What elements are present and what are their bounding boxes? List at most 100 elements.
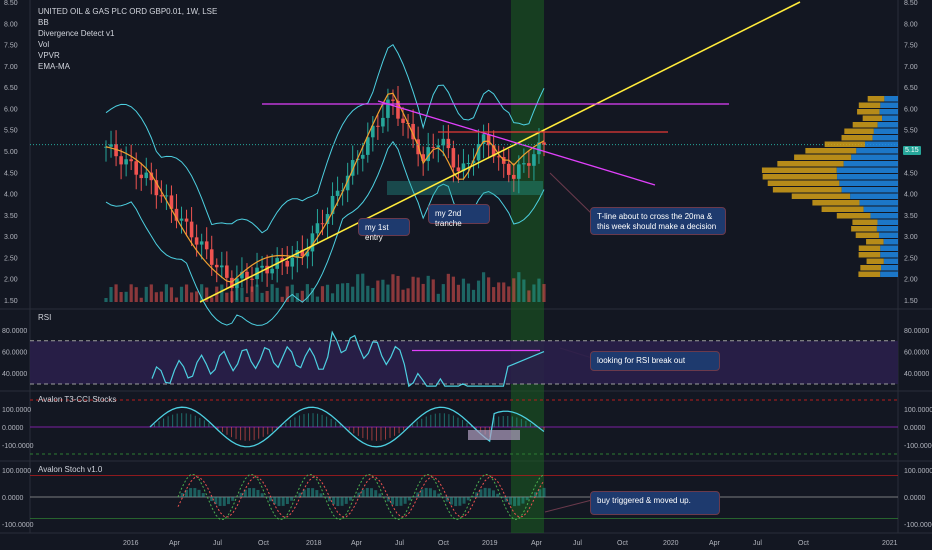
candle-body (144, 172, 149, 179)
volume-bar (356, 274, 360, 302)
price-axis-label-left: 3.50 (4, 213, 18, 220)
indicator-vpvr[interactable]: VPVR (38, 51, 60, 60)
rsi-axis-label-left: 80.0000 (2, 328, 27, 335)
candle-body (411, 123, 415, 140)
stoch-area-bar (285, 497, 289, 504)
candle-body (350, 160, 355, 176)
price-axis-label-right: 3.50 (904, 213, 918, 220)
volume-bar (104, 298, 108, 302)
rsi-pane-title[interactable]: RSI (38, 313, 52, 322)
volume-bar (250, 286, 254, 302)
vpvr-bar-up (767, 180, 840, 186)
candle-body (174, 208, 179, 221)
stoch-area-bar (416, 492, 420, 497)
stoch-area-bar (521, 497, 525, 504)
note-buy-triggered[interactable]: buy triggered & moved up. (590, 491, 720, 515)
candle-body (164, 195, 169, 197)
stoch-area-bar (306, 487, 310, 497)
volume-bar (154, 292, 158, 302)
volume-bar (245, 297, 249, 302)
current-price-tag: 5.15 (903, 146, 921, 155)
stoch-area-bar (466, 497, 470, 501)
note-first-entry[interactable]: my 1st entry (358, 218, 410, 242)
cci-axis-label-right: 0.0000 (904, 425, 926, 432)
volume-bar (456, 284, 461, 302)
price-axis-label-right: 4.00 (904, 192, 918, 199)
price-axis-label-right: 7.00 (904, 64, 918, 71)
price-axis-label-left: 4.50 (4, 170, 18, 177)
vpvr-bar-down (880, 245, 898, 251)
indicator-bb[interactable]: BB (38, 18, 49, 27)
volume-bar (129, 284, 133, 302)
candle-body (330, 195, 335, 215)
price-axis-label-left: 7.00 (4, 64, 18, 71)
rsi-axis-label-right: 40.0000 (904, 371, 929, 378)
volume-bar (114, 284, 118, 302)
indicator-divergence[interactable]: Divergence Detect v1 (38, 29, 115, 38)
price-axis-label-right: 6.00 (904, 106, 918, 113)
price-axis-label-left: 5.00 (4, 149, 18, 156)
indicator-vol[interactable]: Vol (38, 40, 50, 49)
volume-bar (139, 297, 143, 302)
volume-bar (361, 273, 365, 302)
volume-bar (346, 283, 350, 302)
symbol-title[interactable]: UNITED OIL & GAS PLC ORD GBP0.01, 1W, LS… (38, 7, 218, 16)
cci-axis-label-left: 100.0000 (2, 407, 31, 414)
volume-bar (492, 287, 496, 302)
volume-bar (411, 276, 415, 302)
time-axis-label: Oct (617, 540, 628, 547)
note-tline[interactable]: T-line about to cross the 20ma & this we… (590, 207, 726, 235)
stoch-pane-title[interactable]: Avalon Stoch v1.0 (38, 465, 103, 474)
time-axis-label: Apr (351, 540, 363, 547)
time-axis-label: 2016 (123, 540, 139, 547)
vpvr-bar-down (841, 187, 898, 193)
vpvr-bar-up (836, 213, 871, 219)
volume-bar (144, 286, 148, 302)
vpvr-bar-up (858, 271, 881, 277)
candle-body (315, 223, 320, 234)
volume-bar (265, 290, 269, 302)
candle-body (280, 258, 285, 261)
volume-bar (174, 297, 179, 302)
bollinger-upper (105, 43, 545, 234)
volume-bar (285, 286, 289, 302)
volume-bar (446, 273, 450, 302)
candle-body (401, 118, 405, 123)
stoch-area-bar (437, 493, 441, 497)
note-rsi-breakout[interactable]: looking for RSI break out (590, 351, 720, 371)
stoch-area-bar (483, 487, 487, 497)
volume-bar (381, 279, 385, 302)
indicator-ema-ma[interactable]: EMA-MA (38, 62, 70, 71)
vpvr-bar-down (880, 271, 898, 277)
note-second-tranche[interactable]: my 2nd tranche (428, 204, 490, 228)
vpvr-bar-up (852, 219, 878, 225)
candle-body (381, 117, 385, 127)
vpvr-bar-down (864, 141, 898, 147)
candle-body (260, 265, 264, 268)
stoch-axis-label-right: 0.0000 (904, 495, 926, 502)
stoch-area-bar (365, 487, 369, 497)
price-axis-label-left: 4.00 (4, 192, 18, 199)
volume-bar (255, 284, 259, 302)
stoch-area-bar (193, 488, 197, 497)
t3cci-pane-title[interactable]: Avalon T3-CCI Stocks (38, 395, 117, 404)
vpvr-bar-up (866, 239, 884, 245)
volume-bar (184, 284, 189, 302)
vpvr-bar-down (863, 206, 898, 212)
volume-bar (179, 286, 184, 302)
vpvr-bar-down (873, 128, 898, 134)
rsi-axis-label-left: 40.0000 (2, 371, 27, 378)
candle-body (486, 134, 491, 146)
stoch-area-bar (319, 493, 323, 497)
vpvr-bar-up (860, 265, 882, 271)
candle-body (219, 265, 224, 268)
vpvr-bar-down (836, 167, 898, 173)
volume-bar (461, 278, 466, 302)
vpvr-bar-up (867, 96, 885, 102)
candle-body (154, 180, 159, 196)
volume-bar (421, 283, 425, 302)
price-axis-label-left: 6.50 (4, 85, 18, 92)
stoch-area-bar (454, 497, 458, 507)
volume-bar (386, 284, 390, 302)
